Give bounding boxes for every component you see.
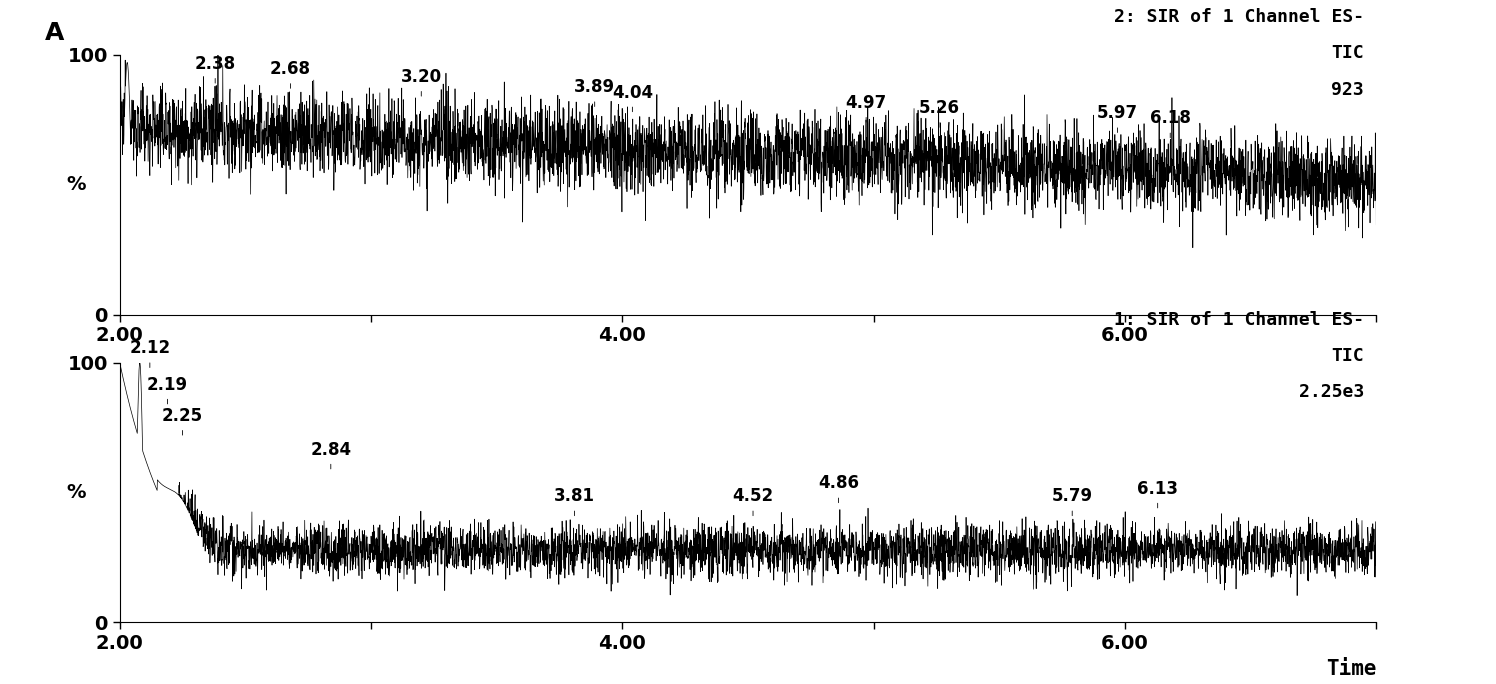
Text: Time: Time — [1325, 659, 1376, 679]
Text: 5.26: 5.26 — [919, 99, 959, 127]
Text: 2: SIR of 1 Channel ES-: 2: SIR of 1 Channel ES- — [1113, 8, 1364, 26]
Text: 5.79: 5.79 — [1052, 488, 1092, 516]
Text: 2.19: 2.19 — [147, 376, 188, 404]
Text: 2.84: 2.84 — [310, 440, 352, 469]
Text: 6.18: 6.18 — [1150, 109, 1191, 137]
Text: 3.81: 3.81 — [554, 488, 595, 516]
Text: 6.13: 6.13 — [1137, 479, 1179, 508]
Text: %: % — [66, 175, 85, 194]
Text: 4.52: 4.52 — [733, 488, 773, 516]
Text: 4.97: 4.97 — [845, 94, 887, 122]
Text: %: % — [66, 483, 85, 502]
Text: 2.25e3: 2.25e3 — [1299, 383, 1364, 402]
Text: A: A — [45, 21, 64, 44]
Text: 923: 923 — [1331, 81, 1364, 98]
Text: TIC: TIC — [1331, 44, 1364, 62]
Text: TIC: TIC — [1331, 347, 1364, 365]
Text: 1: SIR of 1 Channel ES-: 1: SIR of 1 Channel ES- — [1113, 311, 1364, 328]
Text: 2.38: 2.38 — [194, 55, 236, 83]
Text: 5.97: 5.97 — [1097, 104, 1138, 133]
Text: 4.86: 4.86 — [818, 475, 859, 503]
Text: 2.68: 2.68 — [271, 60, 311, 88]
Text: 4.04: 4.04 — [612, 83, 652, 111]
Text: 3.89: 3.89 — [574, 78, 615, 107]
Text: 3.20: 3.20 — [401, 68, 441, 96]
Text: 2.25: 2.25 — [162, 407, 203, 435]
Text: 2.12: 2.12 — [129, 339, 171, 367]
